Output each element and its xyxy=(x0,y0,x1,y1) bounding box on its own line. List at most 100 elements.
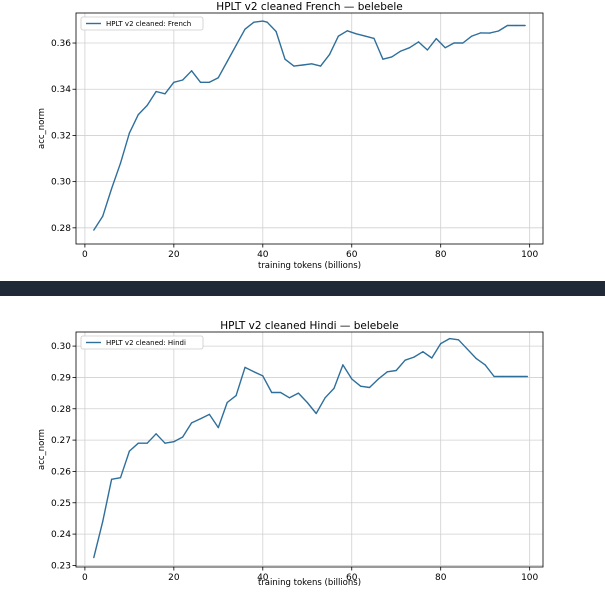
chart-title: HPLT v2 cleaned Hindi — belebele xyxy=(220,320,399,332)
data-point xyxy=(226,60,228,63)
data-point xyxy=(266,21,268,23)
data-point xyxy=(253,371,255,373)
data-point xyxy=(360,385,362,387)
legend-box xyxy=(80,16,204,31)
grid-lines xyxy=(76,332,543,567)
data-point xyxy=(511,375,513,378)
x-tick-label: 20 xyxy=(168,250,180,260)
y-tick-label: 0.23 xyxy=(51,561,71,571)
y-tick-label: 0.36 xyxy=(51,39,71,49)
data-point xyxy=(137,114,139,116)
data-point xyxy=(493,375,495,378)
data-point xyxy=(462,42,464,44)
x-tick-label: 80 xyxy=(435,573,447,583)
legend-label: HPLT v2 cleaned: French xyxy=(106,20,191,28)
data-point xyxy=(253,21,255,23)
data-point xyxy=(333,387,335,389)
data-point xyxy=(480,32,482,34)
data-point xyxy=(128,450,130,452)
legend: HPLT v2 cleaned: Hindi xyxy=(80,335,204,350)
data-point xyxy=(520,375,522,378)
x-tick-label: 40 xyxy=(257,573,269,583)
y-tick-label: 0.32 xyxy=(51,131,71,141)
data-point xyxy=(355,33,357,35)
data-point xyxy=(271,391,273,394)
data-point xyxy=(155,433,157,435)
data-point xyxy=(449,337,451,340)
y-tick-label: 0.28 xyxy=(51,405,71,415)
data-point xyxy=(164,442,166,444)
data-point xyxy=(128,132,130,134)
data-point xyxy=(524,24,526,27)
data-point xyxy=(373,37,375,40)
x-tick-label: 100 xyxy=(521,250,538,260)
legend-box xyxy=(80,335,204,350)
x-tick-label: 60 xyxy=(346,250,358,260)
data-point xyxy=(93,229,95,231)
data-point xyxy=(324,397,326,399)
data-point xyxy=(164,93,166,95)
data-point xyxy=(471,35,473,37)
data-point xyxy=(502,375,504,378)
data-point xyxy=(217,426,219,429)
data-point xyxy=(119,477,122,479)
panel-divider xyxy=(0,281,605,296)
data-point xyxy=(173,441,175,443)
y-tick-label: 0.27 xyxy=(51,436,71,446)
y-tick-label: 0.26 xyxy=(51,467,71,477)
x-axis-label: training tokens (billions) xyxy=(258,578,361,588)
data-point xyxy=(279,391,282,394)
x-tick-label: 40 xyxy=(257,250,269,260)
data-point xyxy=(431,357,433,359)
data-point xyxy=(293,65,295,67)
y-tick-label: 0.28 xyxy=(51,224,71,234)
x-tick-label: 0 xyxy=(82,250,88,260)
data-point xyxy=(244,366,246,369)
chart-panel-hindi: HPLT v2 cleaned Hindi — belebele 0 20 40 60 8… xyxy=(0,296,605,600)
data-point xyxy=(422,351,424,353)
data-point xyxy=(386,371,388,373)
data-point xyxy=(484,364,486,366)
chart-hindi: HPLT v2 cleaned Hindi — belebele 0 20 40 60 8… xyxy=(37,320,544,588)
data-point xyxy=(328,53,331,56)
y-tick-label: 0.25 xyxy=(51,499,71,509)
data-point xyxy=(342,364,344,366)
data-point xyxy=(182,436,184,438)
data-point xyxy=(199,81,202,83)
y-axis-label: acc_norm xyxy=(37,108,47,149)
legend: HPLT v2 cleaned: French xyxy=(80,16,204,31)
data-point xyxy=(408,47,411,49)
data-point xyxy=(351,378,353,380)
data-point xyxy=(137,442,139,444)
y-tick-label: 0.34 xyxy=(51,85,71,95)
data-point xyxy=(217,77,219,79)
data-point xyxy=(302,64,304,66)
data-point xyxy=(444,47,446,49)
y-tick-label: 0.29 xyxy=(51,373,71,383)
data-point xyxy=(155,90,157,93)
plot-frame xyxy=(75,331,544,568)
data-point xyxy=(119,162,122,164)
data-point xyxy=(404,359,406,361)
data-point xyxy=(440,342,442,345)
data-point xyxy=(457,339,460,341)
series-line xyxy=(93,337,528,558)
data-point xyxy=(453,42,455,44)
y-tick-label: 0.24 xyxy=(51,530,71,540)
data-point xyxy=(506,24,509,27)
data-point xyxy=(364,35,366,37)
chart-title: HPLT v2 cleaned French — belebele xyxy=(216,1,402,13)
data-point xyxy=(93,557,95,559)
x-tick-label: 0 xyxy=(82,573,88,583)
data-point xyxy=(110,187,113,190)
x-tick-label: 20 xyxy=(168,573,180,583)
data-point xyxy=(191,422,193,424)
data-point xyxy=(413,356,415,358)
data-point xyxy=(526,375,529,378)
data-point xyxy=(235,44,237,46)
data-point xyxy=(337,35,340,37)
data-point xyxy=(400,50,402,52)
x-tick-label: 80 xyxy=(435,250,447,260)
data-point xyxy=(284,58,286,60)
data-point xyxy=(191,70,193,72)
